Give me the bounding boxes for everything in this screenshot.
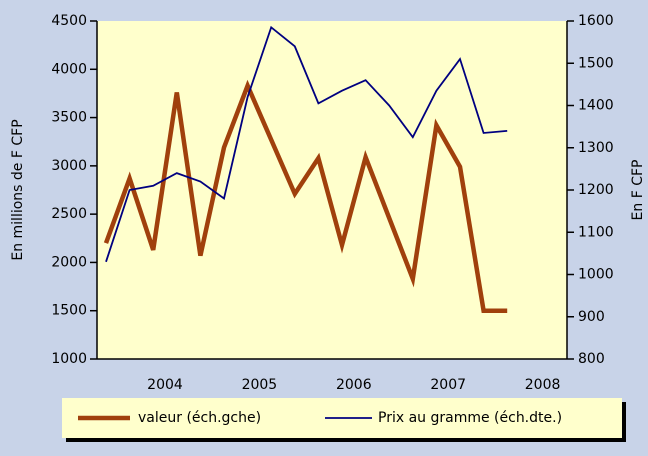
y2-tick-label: 900 [578, 309, 605, 325]
y-tick-label: 3500 [51, 110, 87, 126]
y-tick-label: 4000 [51, 61, 87, 77]
y2-tick-label: 1000 [578, 267, 614, 283]
y2-tick-label: 1200 [578, 182, 614, 198]
y2-tick-label: 1500 [578, 55, 614, 71]
x-tick-label: 2006 [336, 377, 372, 393]
series-line [103, 79, 508, 313]
x-tick-label: 2005 [242, 377, 278, 393]
series-line [105, 25, 508, 263]
y-tick-label: 1500 [51, 303, 87, 319]
x-tick-label: 2007 [430, 377, 466, 393]
y2-tick-label: 1600 [578, 13, 614, 29]
y-tick-label: 1000 [51, 351, 87, 367]
legend-label: valeur (éch.gche) [138, 410, 261, 426]
y2-tick-label: 1300 [578, 140, 614, 156]
y-tick-label: 2500 [51, 206, 87, 222]
plot-area [97, 21, 567, 359]
y2-tick-label: 1100 [578, 224, 614, 240]
y-tick-label: 2000 [51, 254, 87, 270]
y-axis-label: En millions de F CFP [10, 119, 26, 260]
legend-label: Prix au gramme (éch.dte.) [378, 410, 562, 426]
y-tick-label: 3000 [51, 158, 87, 174]
x-tick-label: 2004 [147, 377, 183, 393]
x-tick-label: 2008 [525, 377, 561, 393]
y2-tick-label: 800 [578, 351, 605, 367]
y2-tick-label: 1400 [578, 98, 614, 114]
y-tick-label: 4500 [51, 13, 87, 29]
y2-axis-label: En F CFP [630, 160, 646, 221]
